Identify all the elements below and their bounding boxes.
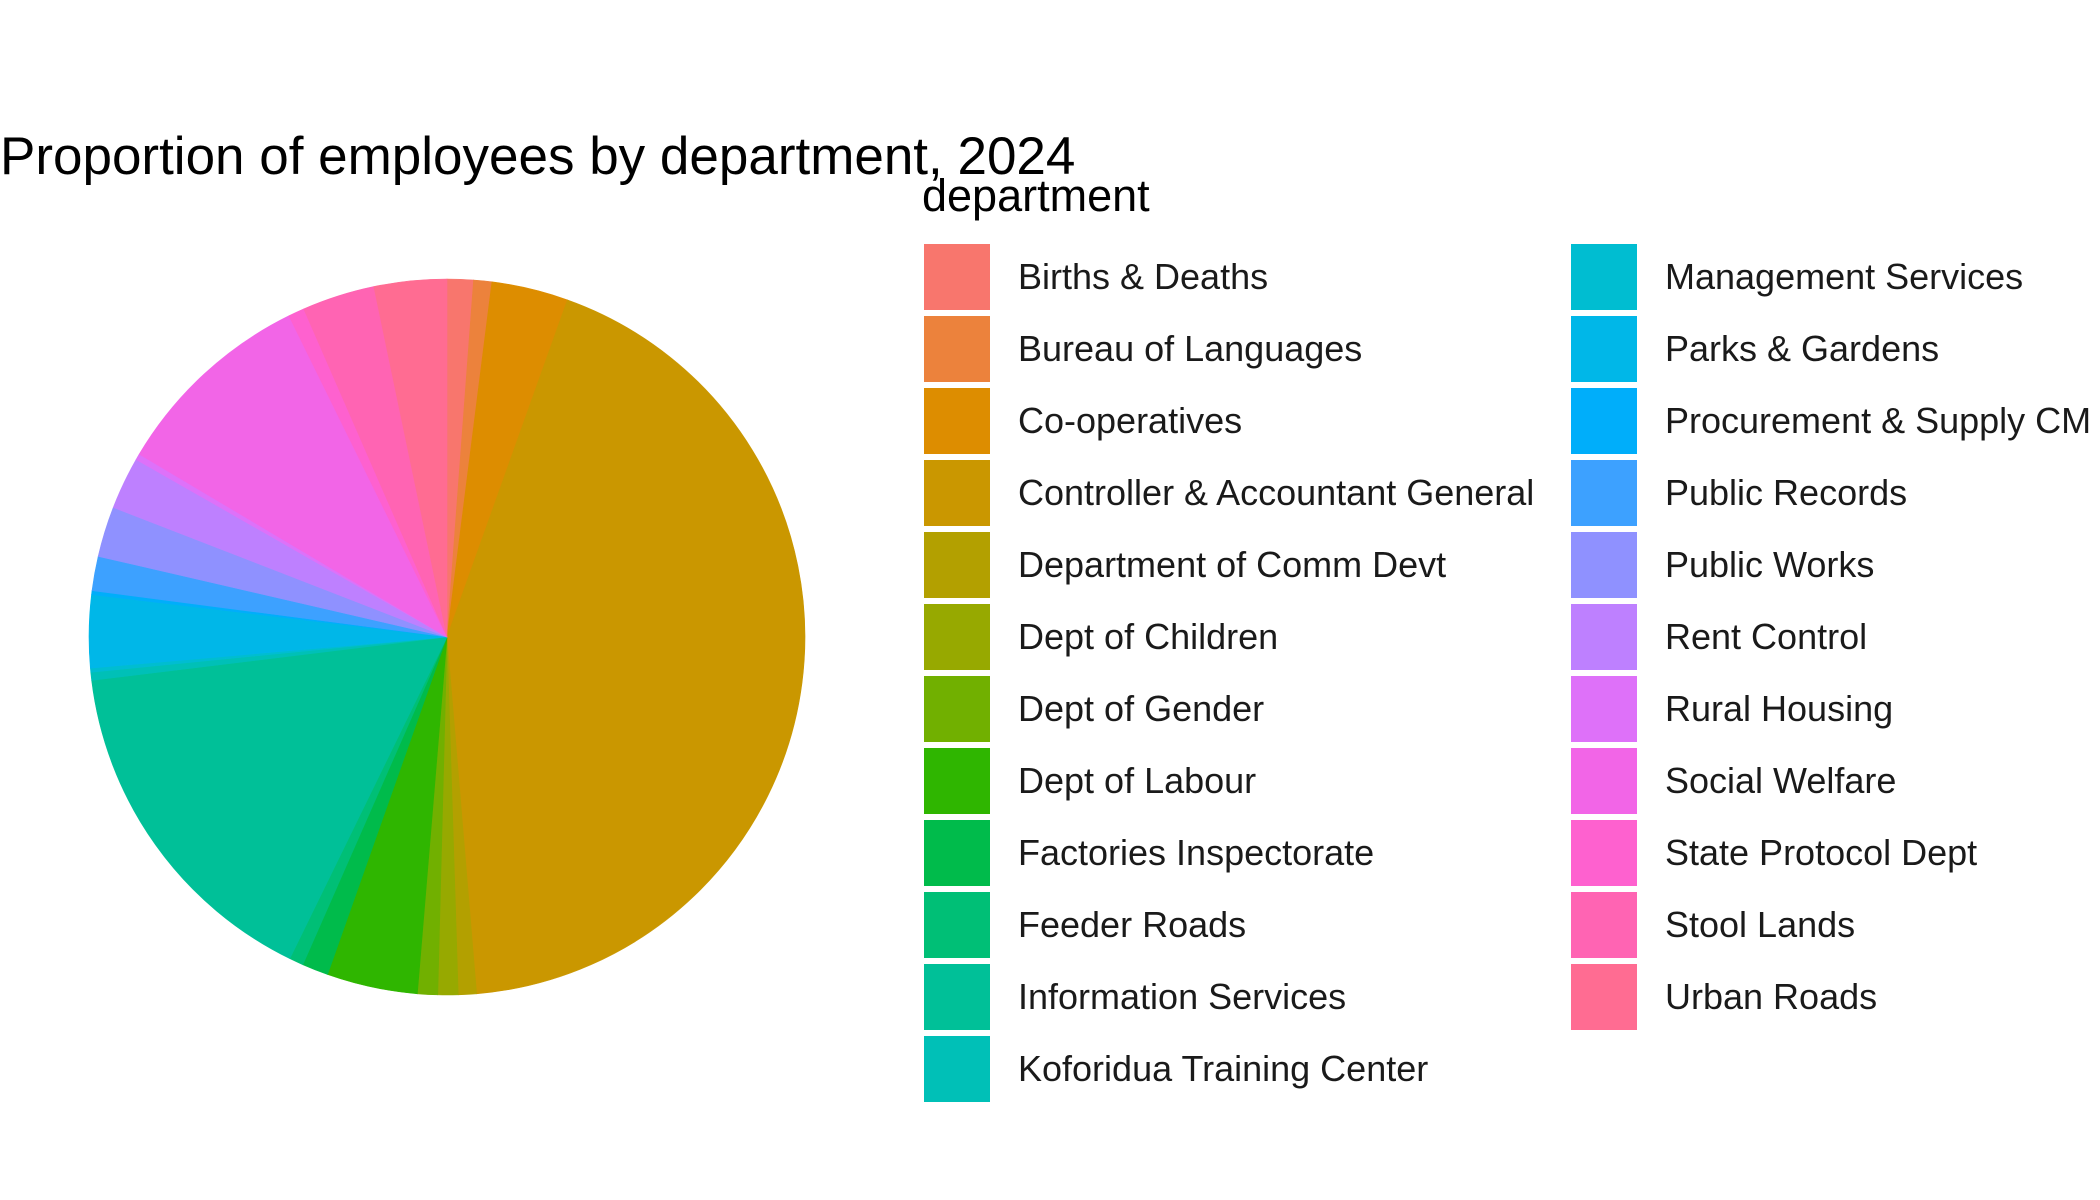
pie-slice-23 xyxy=(373,278,448,638)
legend-label: Public Records xyxy=(1665,472,1908,513)
legend-swatch xyxy=(1571,892,1637,958)
legend-item: Information Services xyxy=(924,961,1534,1033)
legend-item: Bureau of Languages xyxy=(924,313,1534,385)
legend-item: Social Welfare xyxy=(1571,745,2091,817)
legend-label: Procurement & Supply CM xyxy=(1665,400,2092,441)
legend-swatch xyxy=(924,460,990,526)
pie-slice-4 xyxy=(446,299,806,995)
legend-label: Information Services xyxy=(1018,976,1347,1017)
legend-item: Parks & Gardens xyxy=(1571,313,2091,385)
legend-item: Factories Inspectorate xyxy=(924,817,1534,889)
legend-swatch xyxy=(1571,316,1637,382)
legend-item: Rent Control xyxy=(1571,601,2091,673)
legend-item: Feeder Roads xyxy=(924,889,1534,961)
legend-label: Management Services xyxy=(1665,256,2024,297)
legend-swatch xyxy=(924,748,990,814)
legend-label: Controller & Accountant General xyxy=(1018,472,1535,513)
legend-swatch xyxy=(924,964,990,1030)
legend-swatch xyxy=(1571,388,1637,454)
legend-swatch xyxy=(924,676,990,742)
legend-label: State Protocol Dept xyxy=(1665,832,1978,873)
legend-swatch xyxy=(1571,676,1637,742)
legend-swatch xyxy=(1571,532,1637,598)
pie-slice-20 xyxy=(138,315,448,638)
legend-label: Social Welfare xyxy=(1665,760,1897,801)
legend-label: Births & Deaths xyxy=(1018,256,1269,297)
legend-label: Public Works xyxy=(1665,544,1875,585)
legend-item: Rural Housing xyxy=(1571,673,2091,745)
legend-swatch xyxy=(924,604,990,670)
legend-item: Public Works xyxy=(1571,529,2091,601)
legend-title: department xyxy=(922,170,1150,221)
legend-item: Stool Lands xyxy=(1571,889,2091,961)
legend-item: Procurement & Supply CM xyxy=(1571,385,2091,457)
legend-item: Dept of Children xyxy=(924,601,1534,673)
legend-label: Koforidua Training Center xyxy=(1018,1048,1429,1089)
legend-swatch xyxy=(924,388,990,454)
legend-swatch xyxy=(924,316,990,382)
legend-swatch xyxy=(1571,748,1637,814)
legend-swatch xyxy=(1571,604,1637,670)
legend-swatch xyxy=(1571,244,1637,310)
legend-label: Dept of Gender xyxy=(1018,688,1265,729)
legend-item: Dept of Gender xyxy=(924,673,1534,745)
legend-item: Koforidua Training Center xyxy=(924,1033,1534,1105)
legend-label: Rural Housing xyxy=(1665,688,1894,729)
legend-item: Co-operatives xyxy=(924,385,1534,457)
legend-label: Co-operatives xyxy=(1018,400,1243,441)
legend-item: Urban Roads xyxy=(1571,961,2091,1033)
legend-label: Stool Lands xyxy=(1665,904,1856,945)
legend-label: Dept of Labour xyxy=(1018,760,1257,801)
legend-item: State Protocol Dept xyxy=(1571,817,2091,889)
legend-item: Controller & Accountant General xyxy=(924,457,1534,529)
legend-item: Dept of Labour xyxy=(924,745,1534,817)
legend-item: Department of Comm Devt xyxy=(924,529,1534,601)
legend-swatch xyxy=(924,892,990,958)
legend-label: Bureau of Languages xyxy=(1018,328,1363,369)
legend-swatch xyxy=(924,820,990,886)
legend-column-1: Births & Deaths Bureau of Languages Co-ope… xyxy=(924,241,1534,1105)
chart-title: Proportion of employees by department, 2… xyxy=(0,127,1076,186)
legend-label: Urban Roads xyxy=(1665,976,1878,1017)
legend-item: Births & Deaths xyxy=(924,241,1534,313)
legend-item: Public Records xyxy=(1571,457,2091,529)
legend-swatch xyxy=(924,1036,990,1102)
legend-column-2: Management Services Parks & Gardens Procur… xyxy=(1571,241,2091,1033)
legend-label: Parks & Gardens xyxy=(1665,328,1940,369)
legend-label: Dept of Children xyxy=(1018,616,1279,657)
legend-swatch xyxy=(1571,460,1637,526)
legend-label: Feeder Roads xyxy=(1018,904,1247,945)
legend-swatch xyxy=(924,532,990,598)
legend-swatch xyxy=(924,244,990,310)
legend-label: Department of Comm Devt xyxy=(1018,544,1447,585)
legend-swatch xyxy=(1571,964,1637,1030)
legend-label: Rent Control xyxy=(1665,616,1868,657)
legend-swatch xyxy=(1571,820,1637,886)
legend-item: Management Services xyxy=(1571,241,2091,313)
legend-label: Factories Inspectorate xyxy=(1018,832,1375,873)
pie-slice-11 xyxy=(91,636,448,960)
